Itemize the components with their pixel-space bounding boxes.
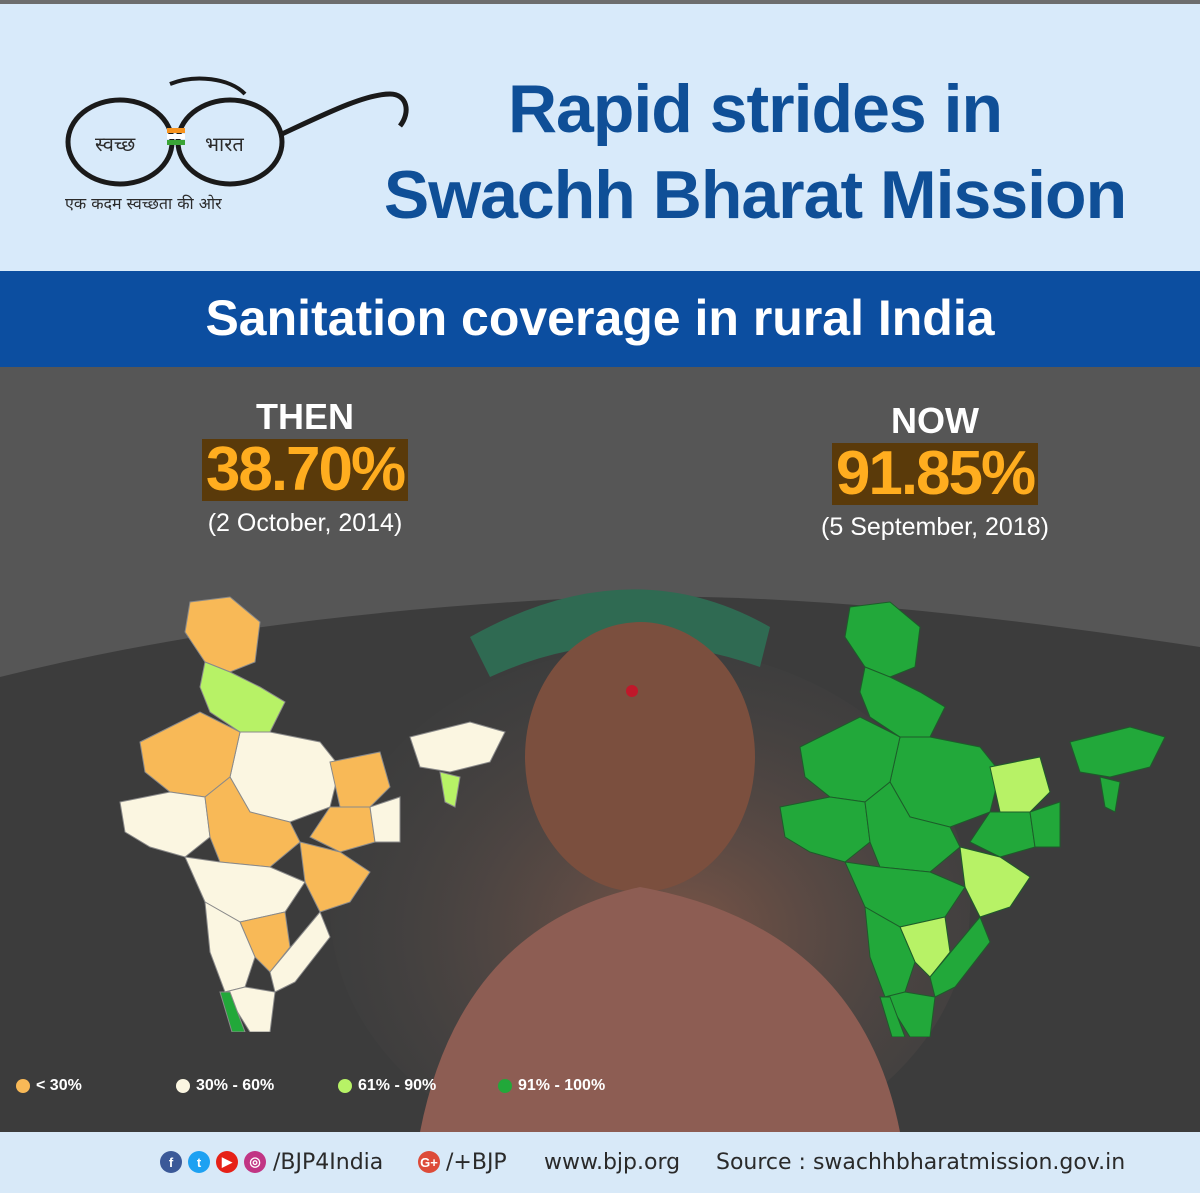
legend-swatch (338, 1079, 352, 1093)
india-map-2018 (779, 601, 1166, 1037)
map-legend: < 30% 30% - 60% 61% - 90% 91% - 100% (0, 1067, 1200, 1107)
map-2018-andhra (929, 916, 991, 998)
legend-label: 61% - 90% (358, 1077, 437, 1094)
gplus-handle[interactable]: /+BJP (446, 1150, 507, 1175)
now-label: NOW (891, 400, 979, 441)
map-2014-odisha (299, 841, 371, 913)
banner-subtitle: Sanitation coverage in rural India (205, 290, 995, 346)
legend-item: 61% - 90% (338, 1075, 436, 1097)
map-2014-tamilnadu (224, 986, 276, 1032)
legend-label: 91% - 100% (518, 1077, 606, 1094)
map-2014-bihar (329, 751, 391, 808)
legend-item: 30% - 60% (176, 1075, 274, 1097)
logo-right-text: भारत (205, 132, 244, 156)
map-2014-gujarat (119, 791, 211, 858)
social-handle[interactable]: /BJP4India (273, 1150, 384, 1175)
logo-tagline: एक कदम स्वच्छता की ओर (65, 194, 222, 213)
legend-swatch (16, 1079, 30, 1093)
twitter-icon[interactable]: t (188, 1151, 210, 1173)
website-link[interactable]: www.bjp.org (544, 1150, 681, 1175)
logo-left-text: स्वच्छ (95, 132, 136, 156)
map-2018-northeast (1069, 726, 1166, 778)
map-2018-bengal (1029, 801, 1061, 848)
map-2018-kerala (879, 996, 906, 1037)
map-2018-jharkhand (969, 811, 1036, 858)
youtube-icon[interactable]: ▶ (216, 1151, 238, 1173)
now-date: (5 September, 2018) (821, 513, 1049, 541)
title-line-1: Rapid strides in (507, 71, 1003, 147)
map-2018-odisha (959, 846, 1031, 918)
legend-label: 30% - 60% (196, 1077, 275, 1094)
now-block: NOW 91.85% (5 September, 2018) (790, 399, 1080, 545)
map-2014-bengal (369, 796, 401, 843)
swachh-bharat-logo: स्वच्छ भारत एक कदम स्वच्छता की ओर (55, 64, 425, 224)
map-2018-maharashtra (844, 861, 966, 928)
map-2014-north-state (184, 596, 261, 673)
subtitle-banner: Sanitation coverage in rural India (0, 271, 1200, 367)
page-title: Rapid strides in Swachh Bharat Mission (330, 66, 1180, 238)
title-line-2: Swachh Bharat Mission (383, 157, 1127, 233)
map-2018-tamilnadu (884, 991, 936, 1037)
now-percent: 91.85% (831, 443, 1039, 505)
map-2018-bihar (989, 756, 1051, 813)
legend-swatch (498, 1079, 512, 1093)
map-2018-north-state (844, 601, 921, 678)
then-block: THEN 38.70% (2 October, 2014) (180, 395, 430, 541)
google-plus-icon[interactable]: G+ (418, 1151, 440, 1173)
facebook-icon[interactable]: f (160, 1151, 182, 1173)
then-label: THEN (256, 396, 354, 437)
source-text: Source : swachhbharatmission.gov.in (716, 1150, 1126, 1175)
map-2014-andhra (269, 911, 331, 993)
map-2014-maharashtra (184, 856, 306, 923)
map-2014-tripura (439, 771, 461, 808)
legend-item: 91% - 100% (498, 1075, 605, 1097)
map-2014-northeast (409, 721, 506, 773)
header: स्वच्छ भारत एक कदम स्वच्छता की ओर Rapid … (0, 4, 1200, 271)
instagram-icon[interactable]: ◎ (244, 1151, 266, 1173)
legend-label: < 30% (36, 1077, 82, 1094)
maps-panel: THEN 38.70% (2 October, 2014) NOW 91.85%… (0, 367, 1200, 1132)
gandhi-spectacles-icon (65, 76, 409, 187)
map-2014-kerala (219, 991, 246, 1032)
legend-item: < 30% (16, 1075, 82, 1097)
top-border (0, 0, 1200, 4)
map-2018-gujarat (779, 796, 871, 863)
then-percent: 38.70% (201, 439, 409, 501)
map-2014-jharkhand (309, 806, 376, 853)
india-map-2014 (119, 596, 506, 1032)
footer: f t ▶ ◎ /BJP4India G+ /+BJP www.bjp.org … (0, 1132, 1200, 1193)
map-2018-tripura (1099, 776, 1121, 813)
then-date: (2 October, 2014) (207, 509, 403, 537)
legend-swatch (176, 1079, 190, 1093)
